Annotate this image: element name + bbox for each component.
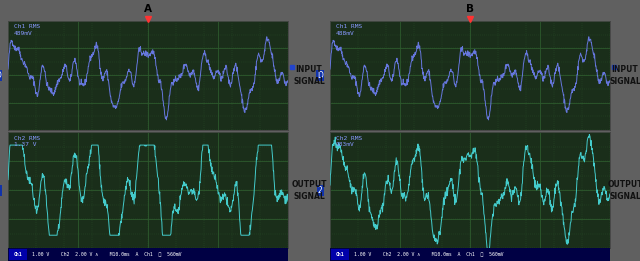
Text: 1.00 V    Ch2  2.00 V ∧    M10.0ms  A  Ch1  ⁄  560mV: 1.00 V Ch2 2.00 V ∧ M10.0ms A Ch1 ⁄ 560m…: [355, 252, 504, 257]
Text: OUTPUT
SIGNAL: OUTPUT SIGNAL: [607, 180, 640, 200]
Text: 1.00 V    Ch2  2.00 V ∧    M10.0ms  A  Ch1  ⁄  560mV: 1.00 V Ch2 2.00 V ∧ M10.0ms A Ch1 ⁄ 560m…: [32, 252, 182, 257]
Text: Ch1: Ch1: [14, 252, 22, 257]
Text: Ch1 RMS
489mV: Ch1 RMS 489mV: [13, 24, 40, 36]
Text: D: D: [317, 71, 323, 80]
Text: Ch1: Ch1: [336, 252, 344, 257]
Text: INPUT
SIGNAL: INPUT SIGNAL: [609, 65, 640, 86]
Text: Ch2 RMS
983mV: Ch2 RMS 983mV: [335, 136, 362, 147]
Text: INPUT
SIGNAL: INPUT SIGNAL: [293, 65, 325, 86]
Text: Ch1 RMS
488mV: Ch1 RMS 488mV: [335, 24, 362, 36]
Text: Ch2 RMS
1.37 V: Ch2 RMS 1.37 V: [13, 136, 40, 147]
Text: OUTPUT
SIGNAL: OUTPUT SIGNAL: [291, 180, 327, 200]
Text: 2: 2: [318, 186, 323, 195]
Text: D: D: [0, 71, 1, 80]
Text: A: A: [144, 4, 152, 14]
Text: B: B: [466, 4, 474, 14]
